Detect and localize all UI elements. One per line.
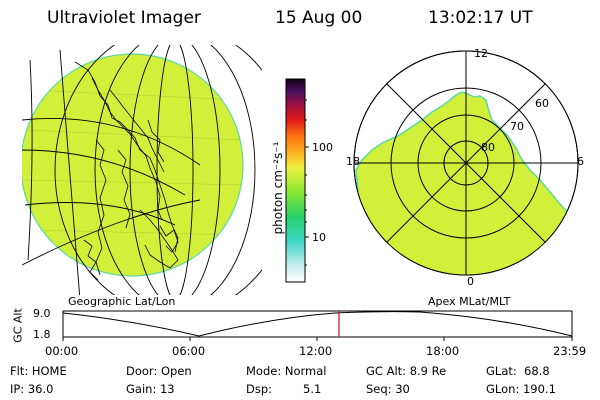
emission-disk [22, 53, 244, 277]
mlt-label-6: 6 [577, 155, 584, 168]
status-seq: Seq: 30 [366, 382, 410, 396]
mlt-label-0: 0 [467, 275, 474, 288]
status-gc-alt: GC Alt: 8.9 Re [366, 364, 447, 378]
color-bar-ticks [305, 99, 309, 266]
altitude-xtick-1800: 18:00 [426, 344, 460, 358]
instrument-title: Ultraviolet Imager [47, 8, 201, 28]
date-label: 15 Aug 00 [275, 8, 363, 28]
apex-panel-label: Apex MLat/MLT [428, 295, 511, 308]
geographic-disk [22, 45, 262, 295]
altitude-plot [62, 310, 573, 341]
status-glat: GLat: 68.8 [486, 364, 550, 378]
status-door: Door: Open [126, 364, 192, 378]
time-label: 13:02:17 UT [428, 8, 533, 28]
coastline [74, 61, 179, 281]
polar-grid [353, 50, 579, 276]
colorbar-unit-label: photon cm⁻²s⁻¹ [271, 141, 285, 235]
lat-label-70: 70 [510, 120, 524, 133]
polar-plot [353, 50, 579, 276]
status-dsp-label: Dsp: [246, 382, 273, 396]
altitude-ytick-1-8: 1.8 [33, 328, 51, 341]
status-gain: Gain: 13 [126, 382, 175, 396]
geographic-panel-label: Geographic Lat/Lon [68, 295, 176, 308]
mlt-label-12: 12 [474, 47, 488, 60]
lat-label-60: 60 [535, 97, 549, 110]
colorbar-tick-100: 100 [312, 141, 333, 154]
mlt-label-18: 18 [346, 155, 360, 168]
status-dsp-value: 5.1 [303, 382, 322, 396]
altitude-xtick-0000: 00:00 [45, 344, 79, 358]
altitude-xtick-0600: 06:00 [172, 344, 206, 358]
lat-label-80: 80 [481, 141, 495, 154]
altitude-xtick-1200: 12:00 [299, 344, 333, 358]
status-glon: GLon: 190.1 [486, 382, 556, 396]
altitude-ytick-9: 9.0 [33, 307, 51, 320]
auroral-emission-region [354, 91, 578, 275]
status-ip: IP: 36.0 [10, 382, 54, 396]
lat-lon-grid [22, 45, 262, 295]
status-mode: Mode: Normal [246, 364, 327, 378]
altitude-curve [62, 311, 573, 337]
altitude-xtick-2359: 23:59 [553, 344, 587, 358]
color-bar [285, 78, 306, 283]
altitude-ylabel: GC Alt [11, 308, 25, 343]
colorbar-tick-10: 10 [312, 231, 326, 244]
status-flt: Flt: HOME [10, 364, 67, 378]
